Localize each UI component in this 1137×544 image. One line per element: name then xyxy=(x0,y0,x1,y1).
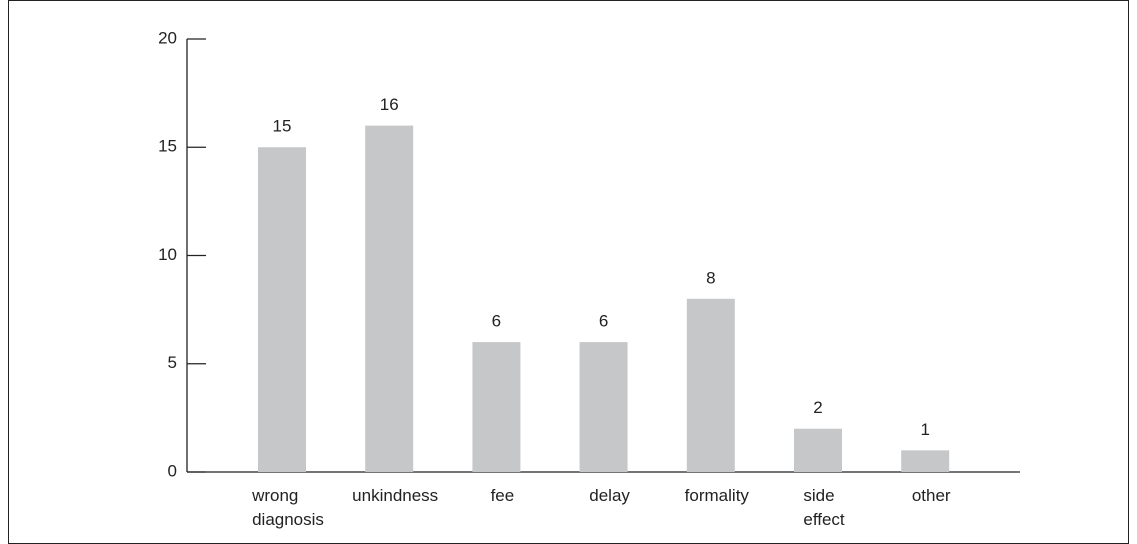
x-tick-label: wrong diagnosis xyxy=(252,486,324,529)
y-tick-label: 10 xyxy=(158,245,177,264)
value-label: 6 xyxy=(599,312,608,331)
y-tick-label: 20 xyxy=(158,28,177,47)
value-label: 16 xyxy=(380,95,399,114)
y-tick-label: 15 xyxy=(158,137,177,156)
y-tick-label: 5 xyxy=(168,353,177,372)
x-tick-label: other xyxy=(911,486,951,505)
bar xyxy=(472,342,521,472)
value-label: 15 xyxy=(273,117,292,136)
bar xyxy=(258,147,306,472)
y-tick-label: 0 xyxy=(168,461,177,480)
value-label: 8 xyxy=(706,268,715,287)
bar xyxy=(794,428,842,472)
x-tick-label: delay xyxy=(589,486,630,505)
x-tick-label: fee xyxy=(490,486,515,505)
bar xyxy=(579,342,628,472)
x-tick-label: unkindness xyxy=(352,486,439,505)
bar xyxy=(686,298,735,472)
bar xyxy=(901,450,950,472)
value-label: 2 xyxy=(813,398,822,417)
x-tick-label: side effect xyxy=(803,486,845,529)
value-label: 6 xyxy=(492,312,501,331)
x-tick-label: formality xyxy=(684,486,749,505)
value-label: 1 xyxy=(920,420,929,439)
bar xyxy=(365,125,414,472)
